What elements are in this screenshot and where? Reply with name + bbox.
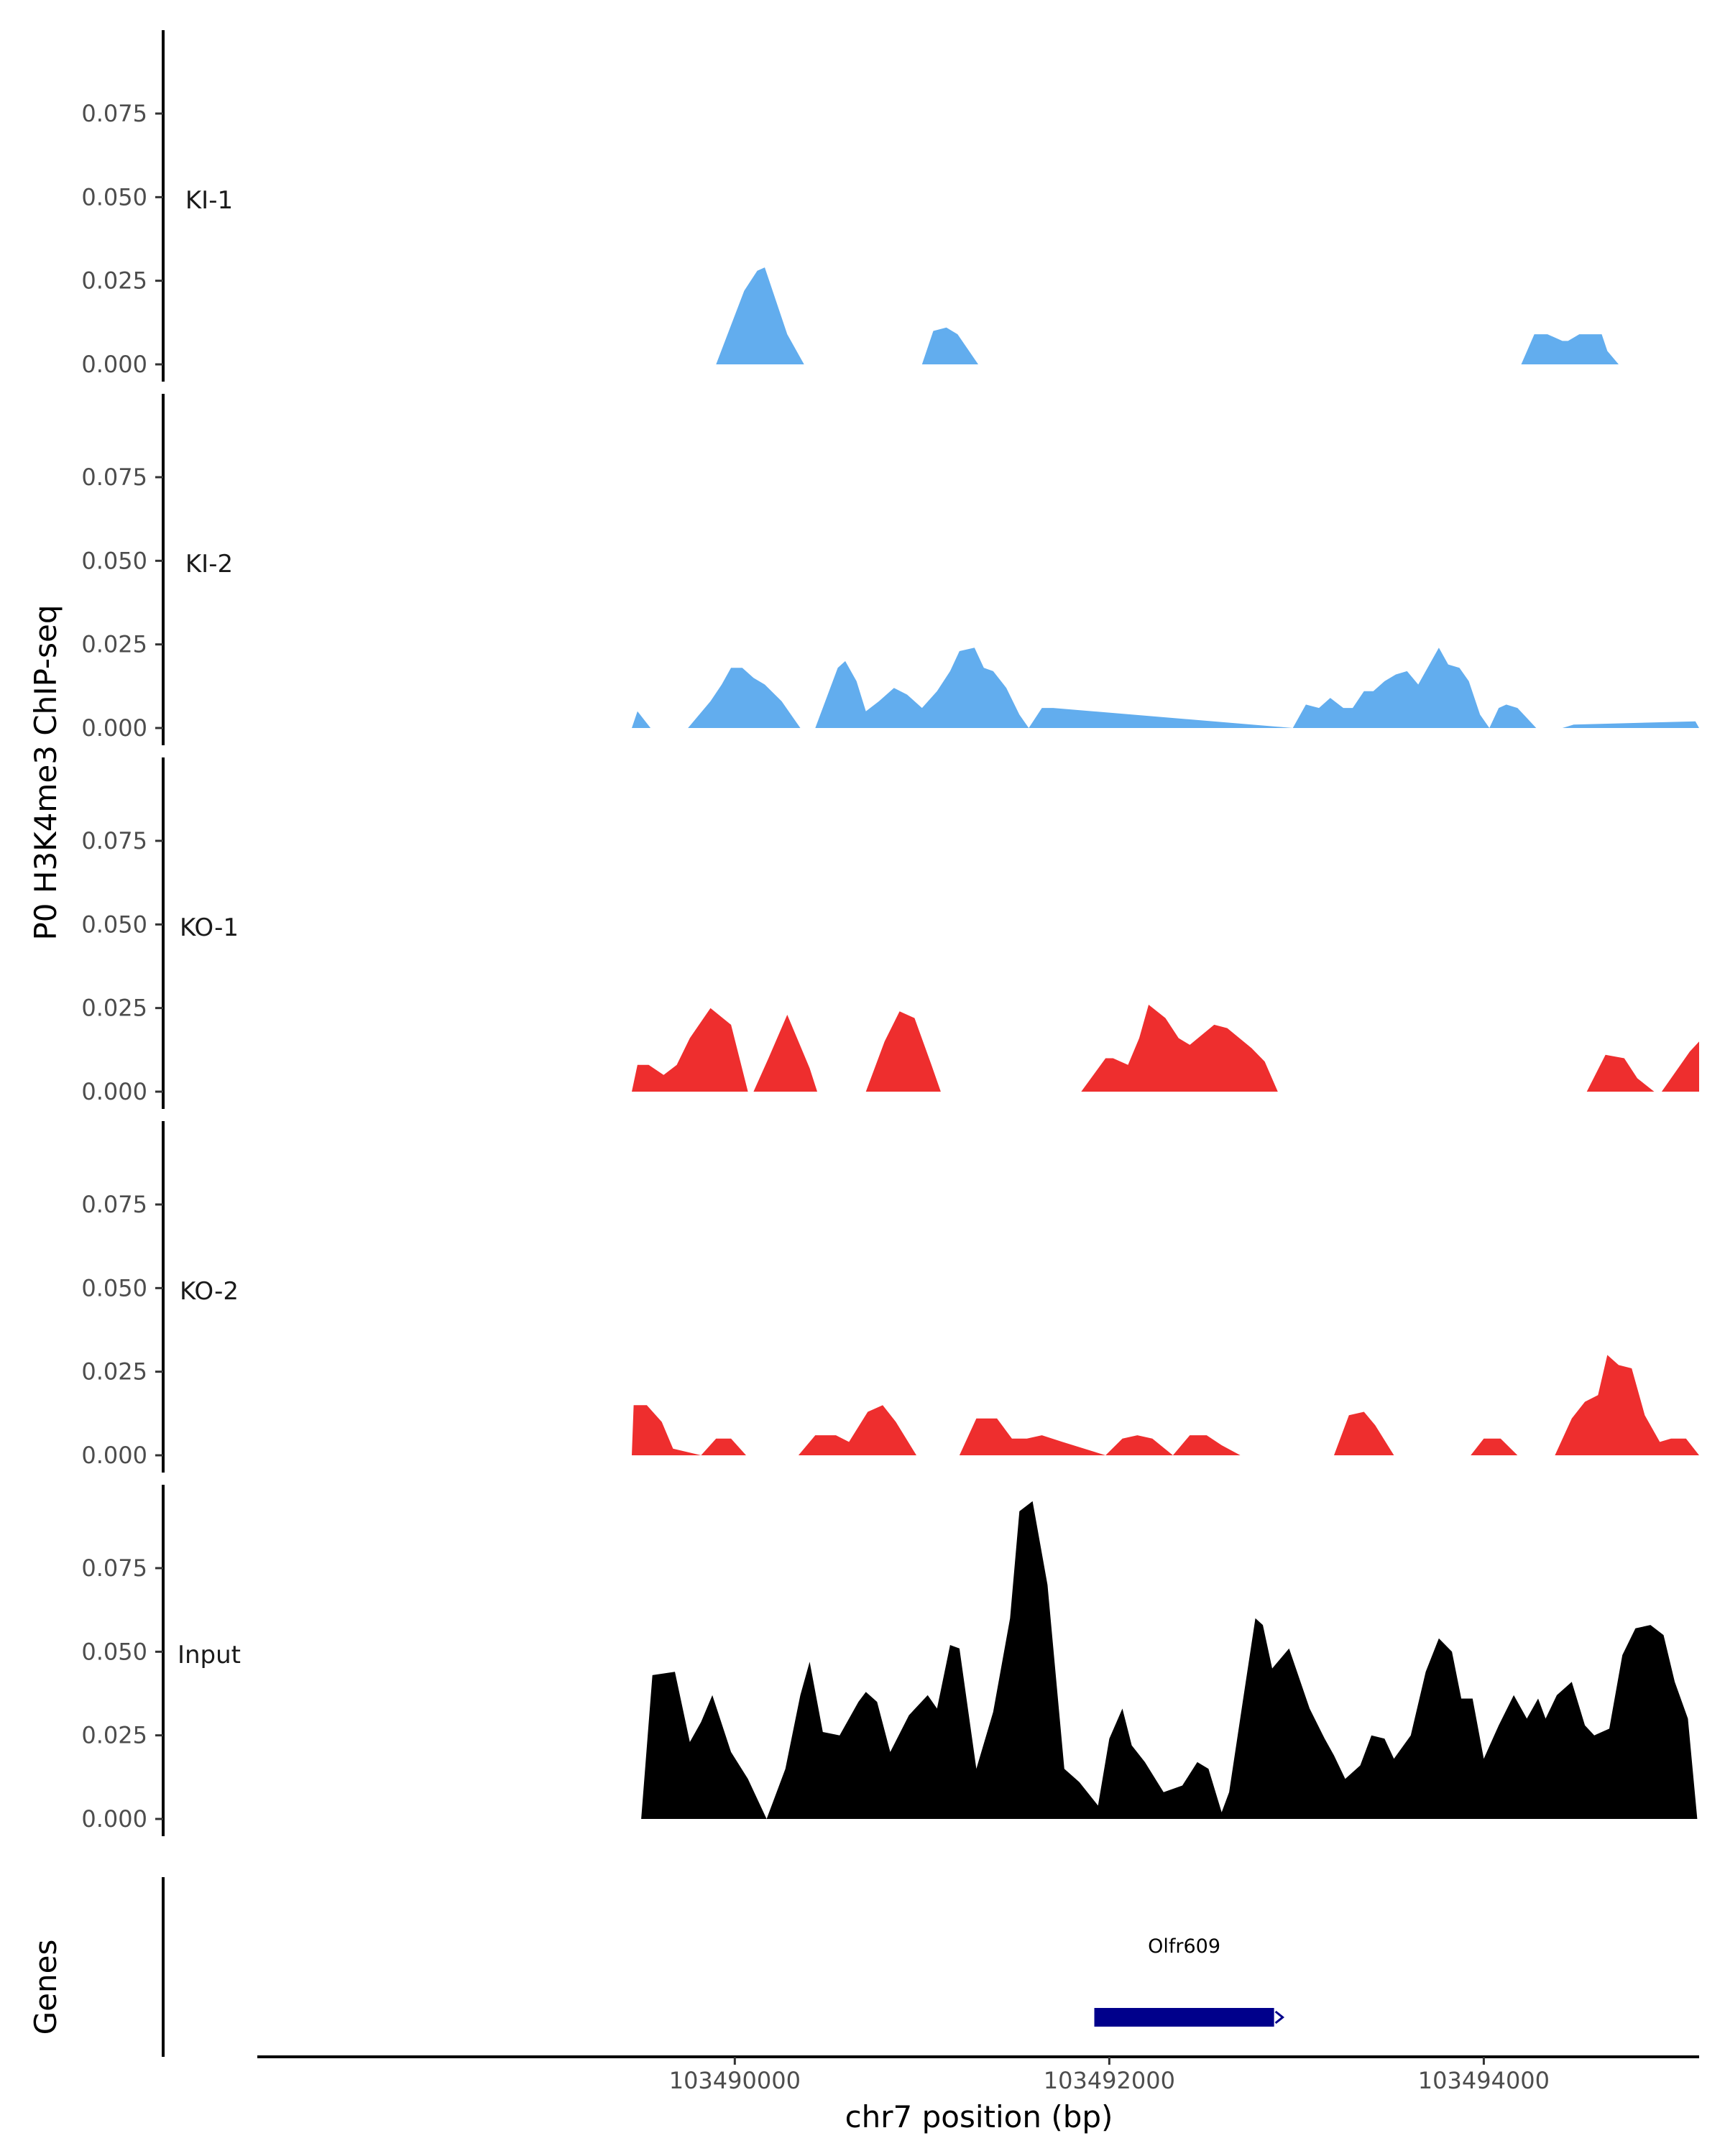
track-ko-2: 0.000 0.025 0.050 0.075 KO-2 [81, 1121, 1699, 1473]
y-tick-label: 0.075 [81, 464, 147, 491]
x-tick-label: 103492000 [1044, 2067, 1175, 2094]
y-tick-label: 0.050 [81, 1274, 147, 1302]
track-label: KO-2 [180, 1277, 239, 1306]
y-tick-label: 0.075 [81, 100, 147, 127]
y-tick-label: 0.075 [81, 1554, 147, 1582]
x-axis: 103490000 103492000 103494000 [257, 2055, 1699, 2094]
track-panels: 0.0000.0250.0500.075KI-10.0000.0250.0500… [81, 30, 1699, 1836]
x-tick-label: 103490000 [669, 2067, 801, 2094]
y-tick-label: 0.025 [81, 1722, 147, 1749]
y-tick-label: 0.000 [81, 351, 147, 378]
y-tick-label: 0.050 [81, 1638, 147, 1665]
track-ki-1: 0.000 0.025 0.050 0.075 KI-1 [81, 30, 1619, 382]
y-tick-label: 0.000 [81, 1805, 147, 1833]
y-tick-label: 0.025 [81, 1358, 147, 1386]
y-tick-label: 0.050 [81, 183, 147, 211]
genes-track: Genes Olfr609 [28, 1877, 1285, 2057]
y-tick-label: 0.025 [81, 995, 147, 1022]
coverage-area-ki-1 [716, 267, 1619, 364]
y-tick-label: 0.025 [81, 631, 147, 658]
y-tick-label: 0.050 [81, 911, 147, 938]
track-input: 0.000 0.025 0.050 0.075 Input [81, 1485, 1698, 1836]
y-tick-label: 0.000 [81, 714, 147, 742]
x-tick-label: 103494000 [1418, 2067, 1550, 2094]
y-tick-label: 0.075 [81, 827, 147, 854]
y-tick-label: 0.000 [81, 1078, 147, 1105]
gene-strand-arrow [1274, 2010, 1285, 2024]
y-tick-label: 0.000 [81, 1442, 147, 1469]
coverage-area-ko-1 [632, 1005, 1699, 1092]
y-tick-label: 0.025 [81, 267, 147, 295]
y-axis-title: P0 H3K4me3 ChIP-seq [28, 604, 63, 940]
track-label: KI-1 [185, 186, 233, 215]
coverage-area-ki-2 [632, 648, 1699, 728]
gene-bar [1094, 2008, 1274, 2027]
coverage-area-input [641, 1501, 1698, 1819]
gene-label: Olfr609 [1148, 1935, 1220, 1958]
genes-axis-title: Genes [28, 1940, 63, 2035]
track-label: KO-1 [180, 913, 239, 942]
track-ko-1: 0.000 0.025 0.050 0.075 KO-1 [81, 757, 1699, 1109]
x-axis-title: chr7 position (bp) [845, 2099, 1113, 2134]
y-tick-label: 0.075 [81, 1191, 147, 1218]
track-ki-2: 0.000 0.025 0.050 0.075 KI-2 [81, 394, 1699, 745]
coverage-area-ko-2 [632, 1355, 1699, 1455]
track-label: KI-2 [185, 550, 233, 579]
y-tick-label: 0.050 [81, 547, 147, 574]
track-label: Input [178, 1641, 241, 1669]
